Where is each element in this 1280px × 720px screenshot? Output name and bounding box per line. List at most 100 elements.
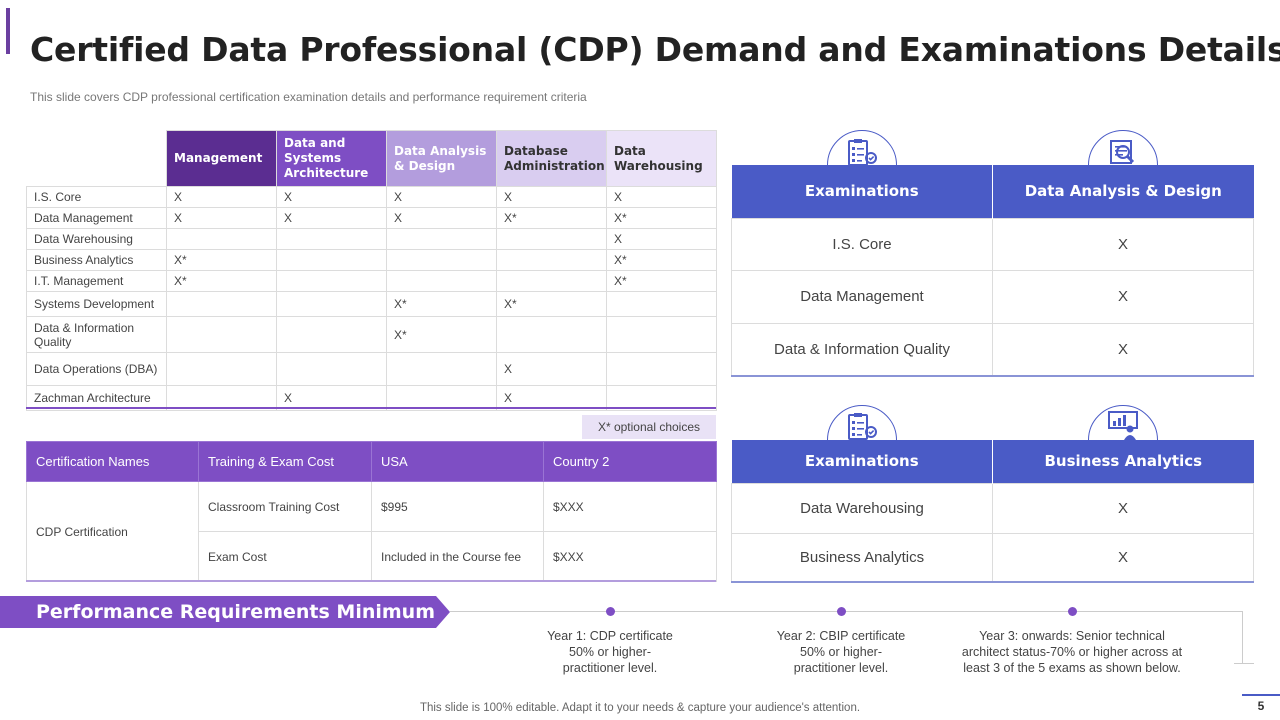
- matrix-cell: X: [386, 207, 497, 229]
- timeline-dot: [1068, 607, 1077, 616]
- presenter-board-icon: [1108, 411, 1138, 440]
- matrix-cell: [496, 316, 607, 353]
- matrix-cell: [166, 291, 277, 317]
- slide-title: Certified Data Professional (CDP) Demand…: [30, 30, 1280, 69]
- exam-header-examinations: Examinations: [731, 440, 993, 483]
- cost-header-training: Training & Exam Cost: [198, 441, 372, 482]
- exam-value: X: [992, 217, 1254, 271]
- certification-cost-table: Certification Names Training & Exam Cost…: [26, 441, 717, 582]
- matrix-cell: [386, 249, 497, 271]
- exam-row: I.S. Core X: [731, 217, 1254, 271]
- matrix-row: Data Management X X X X* X*: [26, 207, 717, 229]
- matrix-bottom-rule: [26, 407, 716, 409]
- cost-header-usa: USA: [371, 441, 544, 482]
- cost-header-country2: Country 2: [543, 441, 717, 482]
- accent-bar: [6, 8, 10, 54]
- matrix-header-dba: Database Administration: [496, 130, 607, 187]
- clipboard-checklist-icon: [848, 139, 877, 166]
- matrix-cell: X*: [606, 249, 717, 271]
- exam-header-track: Business Analytics: [992, 440, 1254, 483]
- matrix-cell: [496, 228, 607, 250]
- matrix-cell: X: [276, 385, 387, 411]
- matrix-row-label: I.T. Management: [26, 270, 167, 292]
- matrix-cell: [606, 385, 717, 411]
- exam-name: Data Management: [731, 269, 993, 324]
- matrix-row-label: Zachman Architecture: [26, 385, 167, 411]
- cost-usa: Included in the Course fee: [371, 531, 544, 582]
- matrix-cell: X: [496, 385, 607, 411]
- matrix-cell: X: [166, 186, 277, 208]
- cost-row: Exam Cost Included in the Course fee $XX…: [27, 531, 717, 582]
- matrix-cell: [386, 352, 497, 386]
- exam-row: Data & Information Quality X: [731, 322, 1254, 376]
- matrix-cell: X: [386, 186, 497, 208]
- matrix-corner: [26, 130, 167, 187]
- exam-header-row: Examinations Data Analysis & Design: [731, 165, 1254, 218]
- exam-value: X: [992, 322, 1254, 376]
- matrix-cell: [276, 316, 387, 353]
- exam-value: X: [992, 482, 1254, 534]
- cost-item: Classroom Training Cost: [198, 481, 372, 532]
- exam-name: Data & Information Quality: [731, 322, 993, 376]
- matrix-row-label: Data & Information Quality: [26, 316, 167, 353]
- exam-bottom-rule: [731, 581, 1254, 583]
- exam-header-row: Examinations Business Analytics: [731, 440, 1254, 483]
- matrix-header-analysis: Data Analysis & Design: [386, 130, 497, 187]
- matrix-cell: X*: [496, 207, 607, 229]
- performance-title: Performance Requirements Minimum: [36, 601, 435, 623]
- matrix-cell: [276, 352, 387, 386]
- matrix-cell: [606, 316, 717, 353]
- exam-value: X: [992, 532, 1254, 583]
- matrix-cell: X: [496, 186, 607, 208]
- matrix-cell: [496, 270, 607, 292]
- matrix-row: I.S. Core X X X X X: [26, 186, 717, 208]
- matrix-cell: X*: [386, 291, 497, 317]
- matrix-row-label: Data Management: [26, 207, 167, 229]
- timeline-tick: [1234, 663, 1254, 664]
- cost-country2: $XXX: [543, 531, 717, 582]
- clipboard-checklist-icon: [848, 413, 877, 440]
- exam-header-examinations: Examinations: [731, 165, 993, 218]
- timeline-step-year3: Year 3: onwards: Senior technical archit…: [961, 629, 1183, 675]
- matrix-row-label: Business Analytics: [26, 249, 167, 271]
- slide-subtitle: This slide covers CDP professional certi…: [30, 90, 587, 104]
- cost-usa: $995: [371, 481, 544, 532]
- exam-row: Business Analytics X: [731, 532, 1254, 583]
- exam-row: Data Warehousing X: [731, 482, 1254, 534]
- timeline-step-year1: Year 1: CDP certificate 50% or higher- p…: [547, 629, 673, 675]
- matrix-cell: X*: [386, 316, 497, 353]
- exam-table-business-analytics: Examinations Business Analytics Data War…: [731, 440, 1254, 583]
- matrix-cell: X: [496, 352, 607, 386]
- matrix-cell: [606, 291, 717, 317]
- matrix-cell: [166, 316, 277, 353]
- cost-header-cert-names: Certification Names: [26, 441, 199, 482]
- matrix-cell: [166, 352, 277, 386]
- matrix-row-label: I.S. Core: [26, 186, 167, 208]
- matrix-cell: [386, 385, 497, 411]
- matrix-cell: [386, 228, 497, 250]
- performance-banner: Performance Requirements Minimum: [0, 596, 450, 628]
- matrix-cell: [166, 228, 277, 250]
- matrix-cell: X*: [606, 270, 717, 292]
- cost-item: Exam Cost: [198, 531, 372, 582]
- exam-table-analysis-design: Examinations Data Analysis & Design I.S.…: [731, 165, 1254, 376]
- cost-row: CDP Certification Classroom Training Cos…: [26, 481, 717, 582]
- cost-country2: $XXX: [543, 481, 717, 532]
- exam-name: Data Warehousing: [731, 482, 993, 534]
- matrix-header-management: Management: [166, 130, 277, 187]
- matrix-cell: X*: [606, 207, 717, 229]
- matrix-row: Data & Information Quality X*: [26, 316, 717, 353]
- timeline-dot: [837, 607, 846, 616]
- matrix-cell: [276, 228, 387, 250]
- matrix-cell: [276, 249, 387, 271]
- matrix-row: Data Operations (DBA) X: [26, 352, 717, 386]
- exam-value: X: [992, 269, 1254, 324]
- matrix-cell: [166, 385, 277, 411]
- matrix-header-architecture: Data and Systems Architecture: [276, 130, 387, 187]
- cost-header-row: Certification Names Training & Exam Cost…: [26, 441, 717, 482]
- matrix-row: Data Warehousing X: [26, 228, 717, 250]
- exam-matrix-table: Management Data and Systems Architecture…: [26, 130, 717, 411]
- exam-name: Business Analytics: [731, 532, 993, 583]
- matrix-row: Systems Development X* X*: [26, 291, 717, 317]
- matrix-header-warehousing: Data Warehousing: [606, 130, 717, 187]
